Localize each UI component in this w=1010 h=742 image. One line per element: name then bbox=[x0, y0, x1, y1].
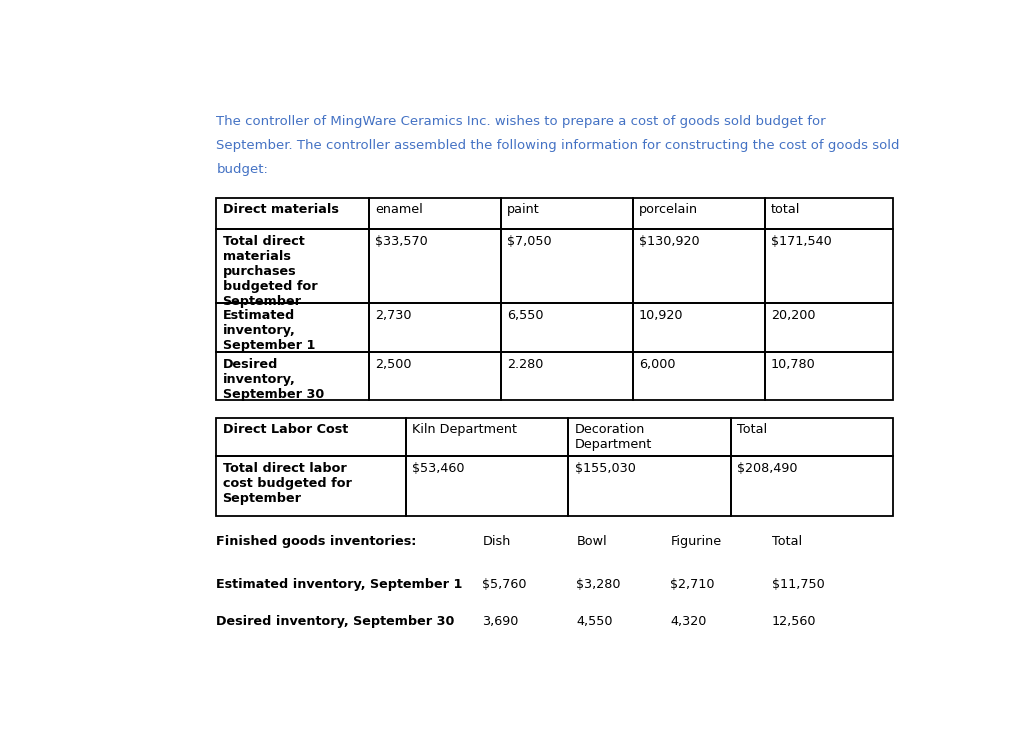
Text: $171,540: $171,540 bbox=[771, 234, 831, 248]
Text: Total: Total bbox=[772, 535, 802, 548]
Text: Direct Labor Cost: Direct Labor Cost bbox=[222, 423, 347, 436]
Text: $53,460: $53,460 bbox=[412, 462, 465, 475]
Text: Estimated inventory, September 1: Estimated inventory, September 1 bbox=[216, 577, 463, 591]
Bar bbox=[569, 418, 731, 456]
Text: $208,490: $208,490 bbox=[737, 462, 798, 475]
Bar bbox=[731, 456, 894, 516]
Bar bbox=[632, 197, 765, 229]
Text: 2.280: 2.280 bbox=[507, 358, 543, 370]
Text: Direct materials: Direct materials bbox=[222, 203, 338, 217]
Text: enamel: enamel bbox=[375, 203, 422, 217]
Text: 10,780: 10,780 bbox=[771, 358, 816, 370]
Text: 4,320: 4,320 bbox=[671, 614, 707, 628]
Text: $155,030: $155,030 bbox=[575, 462, 635, 475]
Bar bbox=[632, 303, 765, 352]
Text: 10,920: 10,920 bbox=[639, 309, 684, 322]
Text: $7,050: $7,050 bbox=[507, 234, 551, 248]
Text: paint: paint bbox=[507, 203, 539, 217]
Bar bbox=[369, 303, 501, 352]
Text: Dish: Dish bbox=[483, 535, 511, 548]
Text: 6,550: 6,550 bbox=[507, 309, 543, 322]
Text: Total direct
materials
purchases
budgeted for
September: Total direct materials purchases budgete… bbox=[222, 234, 317, 308]
Text: Total: Total bbox=[737, 423, 768, 436]
Text: Bowl: Bowl bbox=[577, 535, 607, 548]
Text: $33,570: $33,570 bbox=[375, 234, 427, 248]
Text: $3,280: $3,280 bbox=[577, 577, 621, 591]
Text: Desired
inventory,
September 30: Desired inventory, September 30 bbox=[222, 358, 324, 401]
Bar bbox=[765, 352, 894, 401]
Bar bbox=[216, 197, 369, 229]
Text: $130,920: $130,920 bbox=[639, 234, 700, 248]
Text: Estimated
inventory,
September 1: Estimated inventory, September 1 bbox=[222, 309, 315, 352]
Text: $2,710: $2,710 bbox=[671, 577, 715, 591]
Text: 3,690: 3,690 bbox=[483, 614, 519, 628]
Text: September. The controller assembled the following information for constructing t: September. The controller assembled the … bbox=[216, 139, 900, 152]
Text: Finished goods inventories:: Finished goods inventories: bbox=[216, 535, 417, 548]
Text: 4,550: 4,550 bbox=[577, 614, 613, 628]
Text: 2,500: 2,500 bbox=[375, 358, 411, 370]
Text: $11,750: $11,750 bbox=[772, 577, 825, 591]
Bar bbox=[216, 303, 369, 352]
Bar bbox=[216, 418, 406, 456]
Bar bbox=[406, 456, 569, 516]
Bar bbox=[569, 456, 731, 516]
Text: Total direct labor
cost budgeted for
September: Total direct labor cost budgeted for Sep… bbox=[222, 462, 351, 505]
Text: budget:: budget: bbox=[216, 162, 268, 176]
Text: 20,200: 20,200 bbox=[771, 309, 815, 322]
Bar bbox=[765, 197, 894, 229]
Bar bbox=[216, 456, 406, 516]
Bar bbox=[765, 229, 894, 303]
Text: 2,730: 2,730 bbox=[375, 309, 411, 322]
Text: total: total bbox=[771, 203, 800, 217]
Bar bbox=[406, 418, 569, 456]
Text: $5,760: $5,760 bbox=[483, 577, 527, 591]
Bar bbox=[369, 352, 501, 401]
Text: 6,000: 6,000 bbox=[639, 358, 676, 370]
Text: Desired inventory, September 30: Desired inventory, September 30 bbox=[216, 614, 454, 628]
Bar bbox=[216, 352, 369, 401]
Bar bbox=[731, 418, 894, 456]
Bar bbox=[501, 197, 632, 229]
Text: Decoration
Department: Decoration Department bbox=[575, 423, 652, 451]
Bar bbox=[501, 229, 632, 303]
Text: 12,560: 12,560 bbox=[772, 614, 816, 628]
Bar bbox=[632, 352, 765, 401]
Text: Figurine: Figurine bbox=[671, 535, 721, 548]
Bar bbox=[632, 229, 765, 303]
Bar bbox=[501, 352, 632, 401]
Bar bbox=[216, 229, 369, 303]
Bar bbox=[369, 197, 501, 229]
Text: The controller of MingWare Ceramics Inc. wishes to prepare a cost of goods sold : The controller of MingWare Ceramics Inc.… bbox=[216, 115, 826, 128]
Bar bbox=[765, 303, 894, 352]
Text: porcelain: porcelain bbox=[639, 203, 698, 217]
Text: Kiln Department: Kiln Department bbox=[412, 423, 517, 436]
Bar bbox=[501, 303, 632, 352]
Bar bbox=[369, 229, 501, 303]
